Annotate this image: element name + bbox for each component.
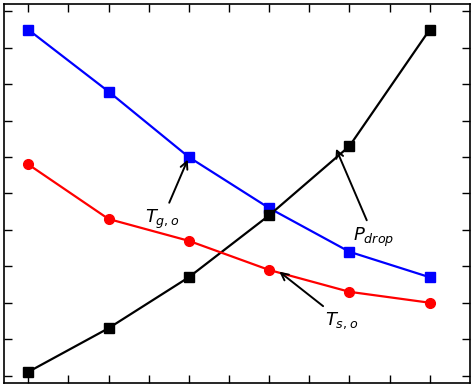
Text: $P_{drop}$: $P_{drop}$ xyxy=(337,151,394,249)
Text: $T_{g,o}$: $T_{g,o}$ xyxy=(145,162,187,231)
Text: $T_{s,o}$: $T_{s,o}$ xyxy=(281,273,358,331)
